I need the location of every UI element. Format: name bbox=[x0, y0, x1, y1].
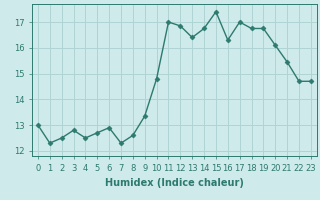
X-axis label: Humidex (Indice chaleur): Humidex (Indice chaleur) bbox=[105, 178, 244, 188]
